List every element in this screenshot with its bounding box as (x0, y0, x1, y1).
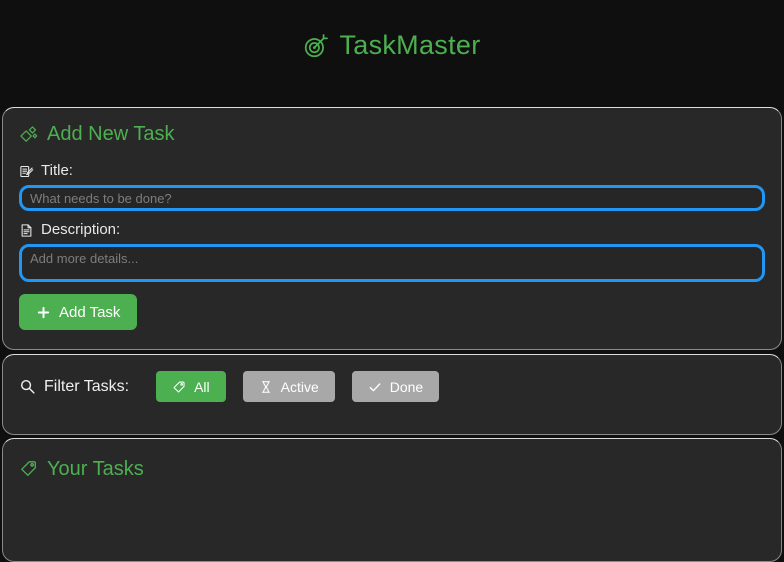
filter-row: Filter Tasks: All (19, 371, 765, 402)
check-icon (368, 380, 382, 394)
filter-label-text: Filter Tasks: (44, 377, 130, 395)
add-task-button[interactable]: Add Task (19, 294, 138, 331)
add-task-heading-text: Add New Task (47, 123, 175, 146)
add-task-panel: Add New Task Title: Description (2, 107, 782, 350)
filter-active-label: Active (280, 378, 319, 395)
filter-done-button[interactable]: Done (351, 371, 440, 402)
app-header: TaskMaster (2, 0, 782, 107)
description-label: Description: (19, 221, 765, 239)
plus-icon (36, 305, 51, 320)
filter-all-button[interactable]: All (156, 371, 226, 402)
filter-buttons: All Active (156, 371, 440, 402)
filter-panel: Filter Tasks: All (2, 354, 782, 435)
tasks-panel: Your Tasks (2, 437, 782, 562)
app-title-text: TaskMaster (339, 30, 481, 60)
app-title: TaskMaster (303, 30, 480, 61)
description-label-text: Description: (41, 221, 121, 239)
filter-active-button[interactable]: Active (242, 371, 335, 402)
tag-icon (19, 459, 38, 478)
hourglass-icon (259, 380, 273, 394)
description-input[interactable] (19, 244, 765, 283)
filter-all-label: All (194, 378, 210, 395)
magnifier-icon (19, 378, 36, 395)
tasks-heading-text: Your Tasks (47, 457, 144, 480)
title-input[interactable] (19, 185, 765, 212)
page-icon (19, 223, 34, 238)
title-label-text: Title: (41, 162, 73, 180)
add-task-heading: Add New Task (19, 122, 765, 146)
filter-label: Filter Tasks: (19, 378, 129, 396)
target-icon (303, 33, 329, 59)
add-task-button-label: Add Task (59, 303, 121, 321)
title-label: Title: (19, 162, 765, 180)
filter-done-label: Done (389, 378, 424, 395)
sparkles-icon (19, 125, 38, 144)
tag-icon (172, 380, 186, 394)
tasks-heading: Your Tasks (19, 457, 765, 481)
memo-icon (19, 164, 34, 179)
